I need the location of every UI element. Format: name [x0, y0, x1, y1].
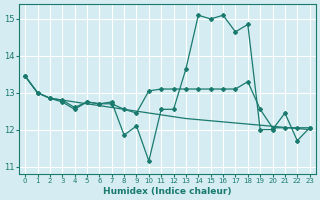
X-axis label: Humidex (Indice chaleur): Humidex (Indice chaleur) — [103, 187, 232, 196]
